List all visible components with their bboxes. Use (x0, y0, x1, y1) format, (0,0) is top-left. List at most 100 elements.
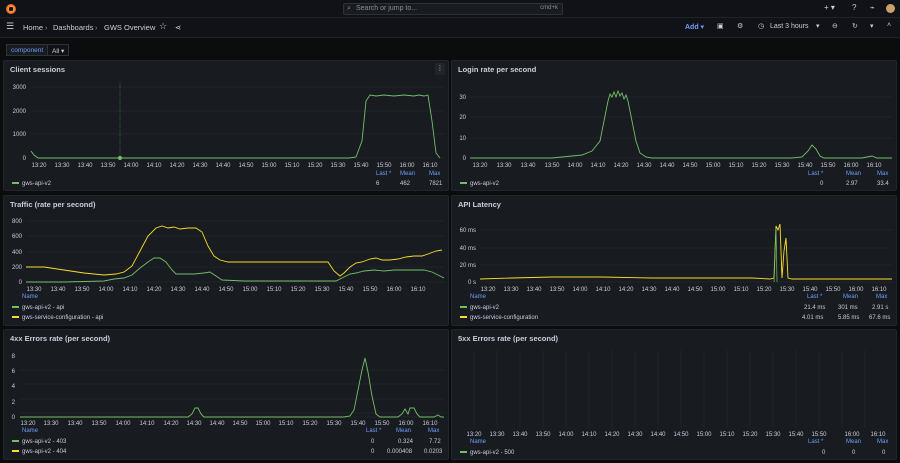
menu-icon[interactable]: ☰ (6, 21, 15, 31)
legend-header-name[interactable]: Name (22, 294, 39, 300)
legend-swatch[interactable] (460, 306, 467, 308)
legend-header-max[interactable]: Max (876, 294, 887, 300)
legend-swatch[interactable] (12, 182, 19, 184)
x-tick: 14:40 (650, 432, 666, 438)
legend-header-mean[interactable]: Mean (846, 439, 861, 445)
x-tick: 16:10 (422, 421, 438, 427)
legend-header-name[interactable]: Name (470, 439, 487, 445)
legend-header-mean[interactable]: Mean (843, 294, 858, 300)
legend-series-name[interactable]: gws-api-v2 (22, 181, 52, 187)
x-tick: 16:00 (848, 287, 864, 293)
panel-4xx-errors[interactable]: 4xx Errors rate (per second) 0 2 4 6 8 1… (3, 329, 449, 460)
search-box[interactable]: ⌕ Search or jump to... cmd+k (343, 3, 563, 15)
legend-swatch[interactable] (460, 451, 467, 453)
legend-swatch[interactable] (12, 306, 19, 308)
legend-series-name[interactable]: gws-api-v2 - 500 (470, 450, 515, 456)
legend-header-last[interactable]: Last * (807, 294, 823, 300)
component-variable-select[interactable]: All ▾ (47, 44, 70, 56)
legend-series-name[interactable]: gws-api-v2 - 404 (22, 449, 67, 455)
x-tick: 16:00 (844, 432, 860, 438)
x-tick: 15:20 (756, 287, 772, 293)
legend-header-last[interactable]: Last * (808, 439, 824, 445)
x-tick: 14:50 (673, 432, 689, 438)
legend-swatch[interactable] (12, 450, 19, 452)
user-avatar[interactable] (886, 4, 895, 13)
x-tick: 14:30 (627, 432, 643, 438)
legend-last: 0 (822, 450, 826, 456)
legend-last: 0 (371, 449, 375, 455)
panel-login-rate[interactable]: Login rate per second 0 10 20 30 13:20 1… (451, 60, 897, 191)
legend-series-name[interactable]: gws-api-v2 - api (22, 305, 64, 311)
legend-header-max[interactable]: Max (877, 171, 888, 177)
x-tick: 14:20 (163, 421, 179, 427)
x-tick: 14:30 (170, 287, 186, 293)
legend-series-name[interactable]: gws-api-v2 - 403 (22, 439, 67, 445)
news-icon[interactable]: ⌁ (870, 3, 875, 12)
settings-icon[interactable]: ⚙ (737, 23, 744, 30)
star-icon[interactable]: ☆ (159, 21, 168, 31)
legend-swatch[interactable] (12, 440, 19, 442)
new-menu-button[interactable]: + ▾ (824, 3, 835, 12)
save-icon[interactable]: ▣ (717, 23, 724, 30)
x-tick: 14:20 (146, 287, 162, 293)
x-tick: 15:50 (820, 163, 836, 169)
x-tick: 14:30 (636, 163, 652, 169)
zoom-out-icon[interactable]: ⊖ (832, 23, 838, 30)
breadcrumb-dashboards[interactable]: Dashboards (53, 23, 94, 32)
collapse-icon[interactable]: ˄ (887, 22, 892, 29)
x-tick: 16:00 (843, 163, 859, 169)
legend-series-name[interactable]: gws-api-v2 (470, 305, 500, 311)
breadcrumb-separator: › (45, 23, 48, 32)
legend-header-mean[interactable]: Mean (396, 428, 411, 434)
legend-swatch[interactable] (460, 182, 467, 184)
panel-menu-icon[interactable]: ⋮ (435, 63, 445, 75)
legend-series-name[interactable]: gws-service-configuration (470, 315, 538, 321)
panel-client-sessions[interactable]: Client sessions ⋮ 0 1000 2000 3000 13:20… (3, 60, 449, 191)
x-tick: 15:00 (705, 163, 721, 169)
search-input[interactable]: Search or jump to... (356, 5, 418, 12)
x-tick: 16:00 (398, 421, 414, 427)
legend-header-last[interactable]: Last * (376, 171, 392, 177)
add-button[interactable]: Add ▾ (685, 24, 705, 31)
x-tick: 14:10 (122, 287, 138, 293)
time-range-picker[interactable]: Last 3 hours (770, 23, 809, 30)
x-tick: 13:20 (466, 432, 482, 438)
panel-api-latency[interactable]: API Latency 0 s 20 ms 40 ms 60 ms 13:20 … (451, 195, 897, 326)
y-tick: 60 ms (460, 228, 476, 234)
x-tick: 15:40 (802, 287, 818, 293)
help-icon[interactable]: ? (852, 3, 857, 12)
legend-swatch[interactable] (12, 316, 19, 318)
legend-mean: 301 ms (838, 305, 858, 311)
legend-header-mean[interactable]: Mean (400, 171, 415, 177)
panel-traffic[interactable]: Traffic (rate per second) 0 200 400 600 … (3, 195, 449, 326)
legend-series-name[interactable]: gws-service-configuration - api (22, 315, 103, 321)
legend-header-max[interactable]: Max (429, 171, 440, 177)
legend-swatch[interactable] (460, 316, 467, 318)
x-tick: 15:30 (330, 163, 346, 169)
share-icon[interactable]: ⋖ (175, 23, 182, 32)
x-tick: 16:00 (399, 163, 415, 169)
refresh-interval-chevron-icon[interactable]: ▾ (870, 23, 874, 30)
x-tick: 13:30 (496, 163, 512, 169)
grafana-logo[interactable] (6, 4, 16, 14)
x-tick: 13:40 (520, 163, 536, 169)
y-tick: 6 (12, 369, 16, 375)
legend-last: 6 (376, 181, 380, 187)
time-range-chevron-icon[interactable]: ▾ (816, 23, 820, 30)
panel-5xx-errors[interactable]: 5xx Errors rate (per second) 13:20 13:30… (451, 329, 897, 460)
clock-icon[interactable]: ◷ (758, 23, 765, 30)
x-tick: 14:50 (232, 421, 248, 427)
legend-series-name[interactable]: gws-api-v2 (470, 181, 500, 187)
legend-header-max[interactable]: Max (428, 428, 439, 434)
x-tick: 13:50 (74, 287, 90, 293)
legend-header-last[interactable]: Last * (808, 171, 824, 177)
legend-header-max[interactable]: Max (877, 439, 888, 445)
y-tick: 30 (459, 95, 466, 101)
legend-header-last[interactable]: Last * (366, 428, 382, 434)
refresh-icon[interactable]: ↻ (852, 23, 858, 30)
x-tick: 14:00 (572, 287, 588, 293)
breadcrumb-home[interactable]: Home (23, 23, 44, 32)
legend-header-name[interactable]: Name (470, 294, 487, 300)
legend-header-mean[interactable]: Mean (846, 171, 861, 177)
legend-header-name[interactable]: Name (22, 428, 39, 434)
